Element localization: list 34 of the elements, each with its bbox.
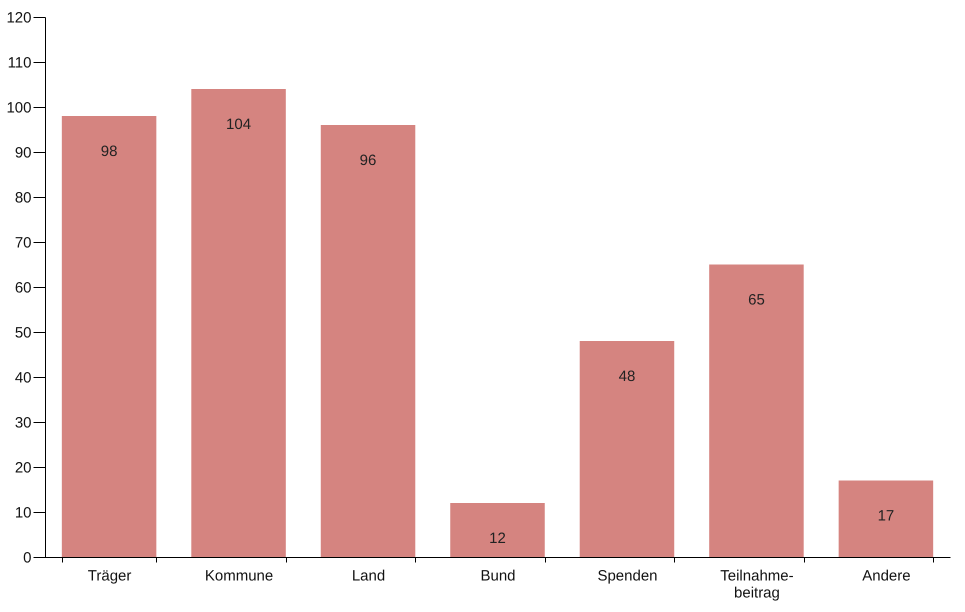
y-tick-label: 50 (14, 324, 32, 342)
y-tick-label: 20 (14, 460, 32, 476)
bar (320, 125, 416, 557)
x-tick-label: Träger (88, 568, 132, 584)
data-label: 12 (489, 530, 506, 547)
y-tick-label: 60 (14, 280, 32, 296)
x-tick-label: Land (352, 568, 386, 584)
x-tick-label: Spenden (597, 568, 658, 584)
y-tick-label: 90 (14, 144, 32, 162)
x-tick-label: Teilnahme- beitrag (720, 568, 794, 602)
y-tick-label: 0 (23, 550, 32, 566)
bar (62, 116, 156, 557)
bar (838, 480, 934, 557)
y-tick-label: 110 (8, 54, 32, 72)
y-tick-label: 40 (14, 370, 32, 386)
bar (191, 89, 286, 557)
y-tick-label: 70 (14, 234, 32, 252)
bar (450, 503, 545, 557)
data-label: 48 (618, 368, 636, 385)
data-label: 17 (878, 508, 894, 524)
data-label: 65 (748, 292, 765, 308)
data-label: 96 (360, 152, 376, 169)
x-tick-label: Andere (862, 568, 911, 584)
bar (580, 341, 674, 557)
x-tick-label: Bund (480, 568, 516, 584)
y-tick-label: 30 (14, 414, 32, 432)
bar (709, 264, 804, 557)
y-tick-label: 80 (14, 190, 32, 206)
x-tick-label: Kommune (204, 568, 274, 584)
y-tick-label: 120 (6, 10, 32, 26)
data-label: 98 (100, 143, 118, 160)
y-tick-label: 100 (6, 100, 32, 116)
data-label: 104 (226, 116, 252, 133)
y-tick-label: 10 (14, 504, 32, 522)
